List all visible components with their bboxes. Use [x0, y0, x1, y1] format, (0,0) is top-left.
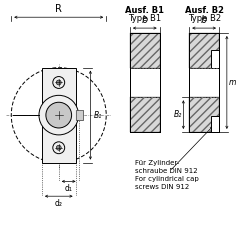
Bar [130, 33, 160, 68]
Text: b: b [201, 15, 207, 25]
Text: screws DIN 912: screws DIN 912 [135, 184, 189, 190]
Text: Für Zylinder-: Für Zylinder- [135, 160, 179, 166]
Bar [189, 68, 219, 97]
Text: Type B2: Type B2 [188, 14, 221, 23]
Bar [130, 68, 160, 97]
Text: schraube DIN 912: schraube DIN 912 [135, 168, 198, 173]
Circle shape [53, 76, 65, 88]
Bar [211, 116, 219, 132]
Text: Type B1: Type B1 [128, 14, 161, 23]
Text: B₁: B₁ [93, 110, 102, 120]
Text: Ausf. B2: Ausf. B2 [184, 6, 224, 15]
Bar [130, 33, 160, 68]
Text: m: m [229, 78, 236, 87]
Bar [189, 33, 219, 68]
Circle shape [56, 80, 61, 85]
Bar [189, 97, 219, 132]
Text: Ausf. B1: Ausf. B1 [125, 6, 164, 15]
Circle shape [56, 145, 61, 150]
Text: d₂: d₂ [55, 199, 63, 208]
Bar [42, 68, 76, 162]
Text: d₁: d₁ [65, 184, 72, 193]
Text: For cylindrical cap: For cylindrical cap [135, 176, 199, 182]
Text: R: R [55, 4, 62, 14]
Text: B₂: B₂ [174, 110, 182, 119]
Bar [76, 110, 84, 120]
Circle shape [46, 102, 72, 128]
Bar [211, 50, 219, 68]
Text: b: b [142, 15, 148, 25]
Bar [189, 97, 219, 132]
Bar [189, 33, 219, 68]
Circle shape [53, 142, 65, 154]
Bar [130, 97, 160, 132]
Circle shape [39, 95, 78, 135]
Bar [130, 97, 160, 132]
